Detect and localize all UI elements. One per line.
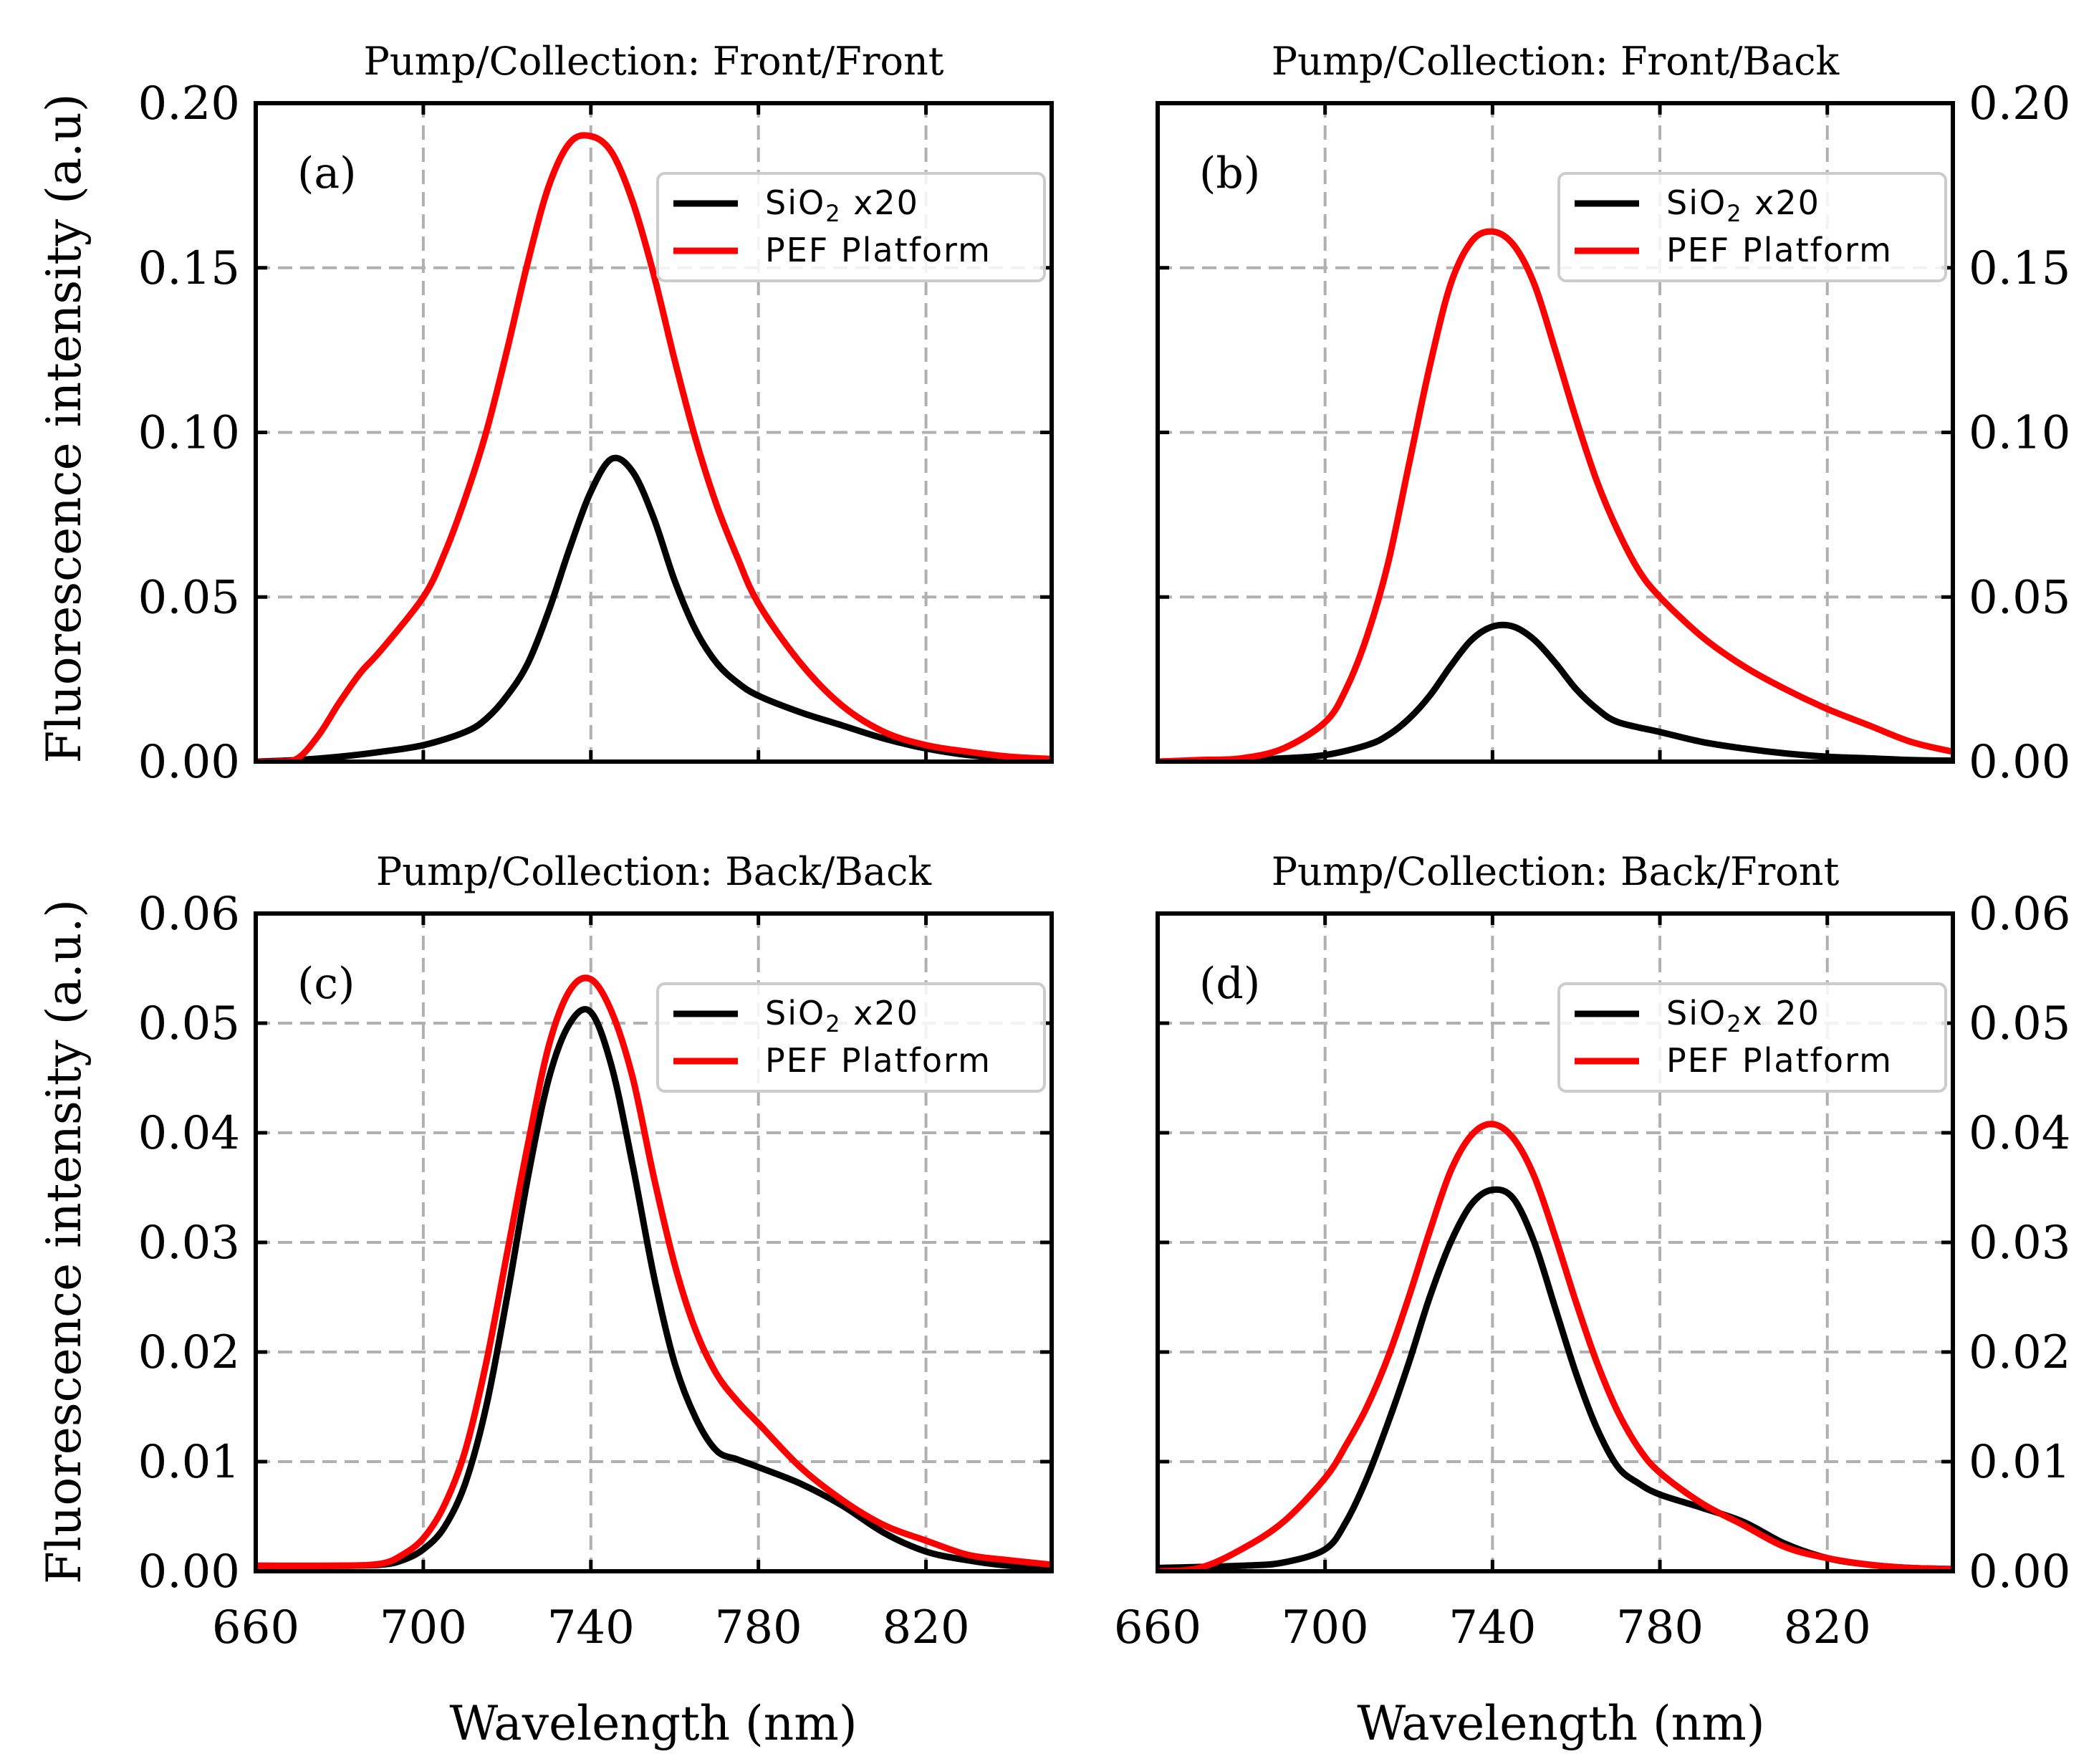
chart-panel: 660 700 740 780 820 0.00 0.01 0.02 0.03 0.04 0.05 0…: [1114, 849, 2071, 1654]
y-tick-label: 0.05: [1969, 997, 2071, 1050]
legend-box: [656, 982, 1046, 1093]
y-tick-label: 0.02: [1969, 1326, 2071, 1379]
x-tick-label: 780: [715, 1601, 802, 1654]
legend-label: SiO2 x20: [765, 994, 919, 1037]
legend: SiO2 x20 PEF Platform: [1557, 172, 1947, 282]
x-tick-label: 740: [1449, 1601, 1536, 1654]
panel-title: Pump/Collection: Front/Front: [364, 39, 944, 84]
x-tick-label: 700: [1282, 1601, 1369, 1654]
panel-letter: (a): [297, 148, 357, 198]
y-tick-label: 0.05: [1969, 571, 2071, 624]
plot-frame: [254, 101, 1054, 764]
legend-box: [1557, 982, 1947, 1093]
panel-letter: (d): [1199, 959, 1260, 1009]
series-line: [256, 454, 1052, 762]
panel-title: Pump/Collection: Back/Front: [1272, 849, 1840, 894]
y-tick-label: 0.00: [1969, 736, 2071, 789]
legend-label: SiO2 x20: [1666, 183, 1820, 227]
plot-frame: [1156, 911, 1955, 1573]
legend-label: PEF Platform: [1666, 231, 1893, 269]
y-tick-label: 0.06: [138, 888, 241, 941]
series-line: [256, 974, 1052, 1570]
panel-title: Pump/Collection: Back/Back: [376, 849, 932, 894]
x-tick-label: 820: [1784, 1601, 1871, 1654]
y-tick-label: 0.10: [138, 407, 241, 460]
y-tick-label: 0.02: [138, 1326, 241, 1379]
y-tick-label: 0.04: [1969, 1107, 2071, 1160]
series-line: [256, 132, 1052, 762]
legend-label: SiO2 x20: [765, 183, 919, 227]
panel-letter: (c): [297, 959, 355, 1009]
x-axis-label-left: Wavelength (nm): [449, 1696, 857, 1751]
legend-label: SiO2x 20: [1666, 994, 1820, 1037]
legend: SiO2x 20 PEF Platform: [1557, 982, 1947, 1093]
y-axis-label-top: Fluorescence intensity (a.u): [37, 94, 92, 764]
y-tick-label: 0.15: [1969, 242, 2071, 295]
y-tick-label: 0.15: [138, 242, 241, 295]
legend-box: [656, 172, 1046, 282]
legend-box: [1557, 172, 1947, 282]
y-tick-label: 0.04: [138, 1107, 241, 1160]
y-tick-label: 0.05: [138, 997, 241, 1050]
x-tick-label: 700: [380, 1601, 467, 1654]
x-tick-label: 780: [1616, 1601, 1704, 1654]
series-line: [1158, 621, 1953, 762]
legend: SiO2 x20 PEF Platform: [656, 982, 1046, 1093]
x-tick-label: 820: [883, 1601, 970, 1654]
x-tick-label: 660: [212, 1601, 299, 1654]
x-axis-label-right: Wavelength (nm): [1357, 1696, 1764, 1751]
x-tick-label: 660: [1114, 1601, 1201, 1654]
y-tick-label: 0.06: [1969, 888, 2071, 941]
y-tick-label: 0.00: [138, 736, 241, 789]
y-tick-label: 0.03: [138, 1217, 241, 1270]
series-line: [1158, 1186, 1953, 1571]
x-tick-label: 740: [547, 1601, 635, 1654]
y-axis-label-bottom: Fluorescence intensity (a.u.): [37, 899, 92, 1584]
series-line: [1158, 1121, 1953, 1571]
y-tick-label: 0.05: [138, 571, 241, 624]
y-tick-label: 0.03: [1969, 1217, 2071, 1270]
legend-label: PEF Platform: [765, 1041, 991, 1080]
y-tick-label: 0.10: [1969, 407, 2071, 460]
y-tick-label: 0.00: [1969, 1545, 2071, 1598]
y-tick-label: 0.20: [1969, 77, 2071, 130]
panel-title: Pump/Collection: Front/Back: [1272, 39, 1840, 84]
chart-panel: 660 700 740 780 820 0.00 0.01 0.02 0.03 0.04 0.05 0…: [138, 849, 1054, 1654]
chart-panel: 0.00 0.05 0.10 0.15 0.20 Pump/Collection: Fro…: [138, 39, 1054, 789]
y-tick-label: 0.01: [1969, 1436, 2071, 1489]
y-tick-label: 0.01: [138, 1436, 241, 1489]
chart-panel: 0.00 0.05 0.10 0.15 0.20 Pump/Collection: Fro…: [1156, 39, 2071, 789]
legend-label: PEF Platform: [765, 231, 991, 269]
legend: SiO2 x20 PEF Platform: [656, 172, 1046, 282]
series-line: [256, 1006, 1052, 1571]
series-line: [1158, 228, 1953, 762]
plot-frame: [1156, 101, 1955, 764]
y-tick-label: 0.00: [138, 1545, 241, 1598]
legend-label: PEF Platform: [1666, 1041, 1893, 1080]
plot-frame: [254, 911, 1054, 1573]
panel-letter: (b): [1199, 148, 1260, 198]
y-tick-label: 0.20: [138, 77, 241, 130]
